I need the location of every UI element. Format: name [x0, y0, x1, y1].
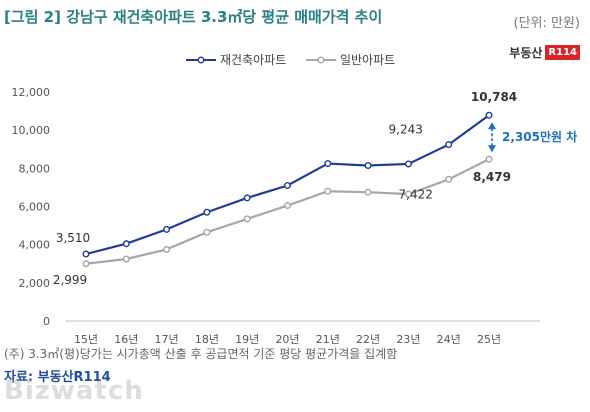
data-point: [203, 228, 211, 236]
y-tick-label: 12,000: [12, 86, 51, 99]
x-tick-label: 23년: [396, 333, 420, 346]
annotation-text: 2,305만원 차: [502, 129, 577, 144]
y-axis: 0 2,000 4,000 6,000 8,000 10,000 12,000: [12, 86, 51, 328]
data-label: 2,999: [53, 273, 87, 287]
brand-text: 부동산: [509, 46, 543, 60]
y-tick-label: 0: [43, 315, 50, 328]
data-point: [163, 225, 171, 233]
data-point: [163, 245, 171, 253]
series-group: [82, 111, 493, 268]
data-label: 9,243: [389, 123, 423, 137]
y-tick-label: 10,000: [12, 124, 51, 137]
data-point: [485, 155, 493, 163]
source-label: 자료: 부동산R114: [4, 370, 111, 385]
x-tick-label: 25년: [477, 333, 501, 346]
chart-title: [그림 2] 강남구 재건축아파트 3.3㎡당 평균 매매가격 추이: [4, 8, 383, 26]
data-labels: 3,510 2,999 9,243 7,422 10,784 8,479: [53, 90, 517, 287]
legend: 재건축아파트 일반아파트: [186, 53, 395, 67]
data-label: 8,479: [473, 170, 511, 184]
legend-entry: 일반아파트: [340, 53, 395, 67]
legend-swatch-marker: [317, 56, 325, 64]
x-tick-label: 18년: [195, 333, 219, 346]
watermark-logo: Bizwatch: [4, 376, 144, 406]
data-point: [324, 160, 332, 168]
data-point: [284, 202, 292, 210]
x-tick-label: 17년: [155, 333, 179, 346]
unit-label: (단위: 만원): [513, 16, 581, 31]
x-axis: 15년 16년 17년 18년 19년 20년 21년 22년 23년 24년 25년: [65, 320, 540, 346]
data-point: [445, 141, 453, 149]
legend-swatch-marker: [197, 56, 205, 64]
brand-badge: R114: [545, 45, 580, 60]
y-tick-label: 6,000: [19, 201, 51, 214]
data-point: [404, 160, 412, 168]
difference-annotation: 2,305만원 차: [488, 122, 577, 153]
data-label: 10,784: [471, 90, 517, 104]
data-point: [364, 188, 372, 196]
x-tick-label: 20년: [275, 333, 299, 346]
data-label: 3,510: [56, 231, 90, 245]
x-tick-label: 24년: [437, 333, 461, 346]
data-point: [284, 182, 292, 190]
x-tick-label: 21년: [316, 333, 340, 346]
data-point: [82, 260, 90, 268]
footnote: (주) 3.3㎡(평)당가는 시가총액 산출 후 공급면적 기준 평당 평균가격…: [4, 347, 398, 361]
data-point: [404, 190, 412, 198]
x-tick-label: 16년: [114, 333, 138, 346]
data-point: [485, 111, 493, 119]
x-tick-label: 15년: [74, 333, 98, 346]
brand-logo: 부동산 R114: [509, 44, 580, 61]
data-point: [324, 187, 332, 195]
data-point: [122, 240, 130, 248]
data-point: [445, 175, 453, 183]
x-tick-label: 19년: [235, 333, 259, 346]
data-point: [243, 194, 251, 202]
data-point: [243, 215, 251, 223]
data-point: [122, 255, 130, 263]
legend-entry: 재건축아파트: [220, 53, 286, 67]
annotation-arrow-down: [488, 145, 496, 153]
series-line-1: [85, 158, 490, 265]
data-label: 7,422: [399, 187, 433, 201]
annotation-arrow-up: [488, 122, 496, 130]
y-tick-label: 2,000: [19, 277, 51, 290]
data-point: [82, 250, 90, 258]
data-point: [364, 161, 372, 169]
y-tick-label: 8,000: [19, 162, 51, 175]
x-tick-label: 22년: [356, 333, 380, 346]
data-point: [203, 208, 211, 216]
y-tick-label: 4,000: [19, 239, 51, 252]
